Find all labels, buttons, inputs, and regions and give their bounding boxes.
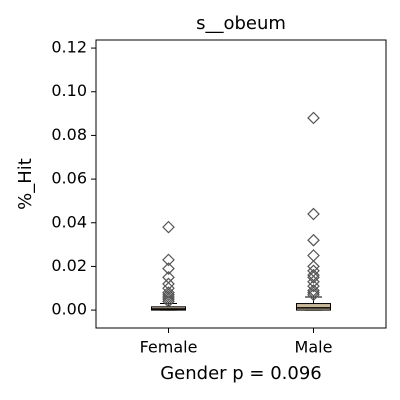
outlier <box>307 233 320 247</box>
outlier <box>307 286 320 299</box>
outlier <box>307 207 320 221</box>
outlier <box>307 284 320 297</box>
outlier <box>162 288 175 302</box>
outlier <box>307 279 320 293</box>
plot-frame <box>95 39 387 329</box>
outlier <box>162 292 175 306</box>
outlier <box>162 295 175 308</box>
outlier <box>162 253 175 267</box>
x-tick-label: Female <box>140 338 198 357</box>
outlier <box>307 288 320 302</box>
outlier <box>307 264 320 278</box>
x-axis-label: Gender p = 0.096 <box>160 363 322 384</box>
y-tick-label: 0.12 <box>51 38 87 57</box>
outlier <box>307 111 320 125</box>
outlier <box>162 286 175 299</box>
y-tick-label: 0.08 <box>51 125 87 144</box>
y-tick-label: 0.02 <box>51 256 87 275</box>
outlier <box>307 249 320 262</box>
y-tick-label: 0.00 <box>51 300 87 319</box>
outlier <box>162 290 175 304</box>
box <box>296 303 331 311</box>
y-tick-label: 0.04 <box>51 212 87 231</box>
x-tick-label: Male <box>295 338 333 357</box>
outlier <box>162 262 175 275</box>
outlier <box>162 220 175 234</box>
y-axis-label: %_Hit <box>15 158 36 210</box>
y-tick-label: 0.06 <box>51 169 87 188</box>
y-tick-label: 0.10 <box>51 81 87 100</box>
outlier <box>307 270 320 284</box>
chart-title: s__obeum <box>196 13 286 34</box>
